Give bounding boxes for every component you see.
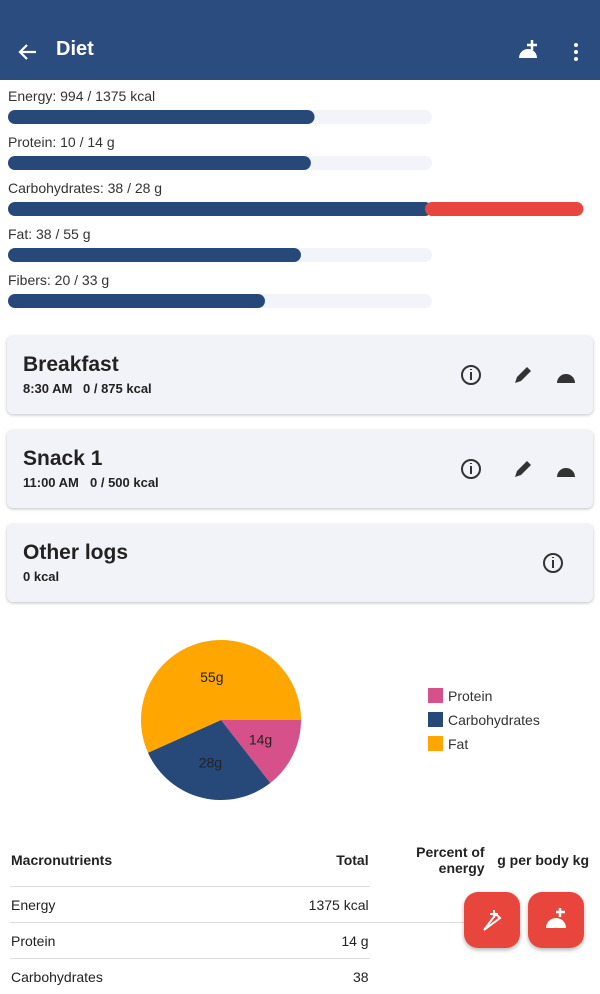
progress (8, 202, 432, 216)
column-header: g per body kg (486, 834, 590, 887)
icon (528, 892, 584, 948)
meal-actions (7, 524, 593, 602)
log-icon (555, 374, 577, 385)
meal-actions (7, 336, 593, 414)
column-header: Percent of energy (370, 834, 486, 887)
legend-swatch (428, 712, 443, 727)
table-cell: Protein (10, 923, 242, 959)
nutrient-label: Energy: 994 / 1375 kcal (8, 88, 155, 104)
progress-bar (0, 202, 600, 216)
progress (8, 156, 311, 170)
menu-button[interactable] (566, 40, 586, 64)
edit-icon (515, 367, 531, 383)
legend-label: Carbohydrates (448, 712, 540, 728)
nutrient-label: Fat: 38 / 55 g (8, 226, 91, 242)
meal-actions (7, 430, 593, 508)
progress (8, 248, 301, 262)
slice-label: 14g (249, 731, 272, 747)
slice-label: 28g (199, 755, 222, 771)
column-header: Macronutrients (10, 834, 242, 887)
legend-swatch (428, 688, 443, 703)
edit-icon (515, 461, 531, 477)
table-cell: 14 g (242, 923, 370, 959)
nutrient-label: Fibers: 20 / 33 g (8, 272, 109, 288)
progress-bar (0, 294, 600, 308)
add-food-button[interactable] (464, 892, 520, 948)
progress-bar (0, 248, 600, 262)
app-bar: Diet (0, 0, 600, 80)
column-header: Total (242, 834, 370, 887)
excess (425, 202, 583, 216)
add-meal-button[interactable] (514, 38, 542, 66)
progress-bar (0, 110, 600, 124)
table-cell: Energy (10, 887, 242, 923)
legend-label: Fat (448, 736, 468, 752)
macro-pie: 14g Protein 28g Carbohydrates 55g Fat (0, 620, 600, 820)
title: Diet (56, 38, 94, 61)
nutrient-label: Protein: 10 / 14 g (8, 134, 115, 150)
icon (464, 892, 520, 948)
progress-bar (0, 156, 600, 170)
progress (8, 294, 265, 308)
back-button[interactable] (16, 40, 40, 64)
progress (8, 110, 315, 124)
nutrient-label: Carbohydrates: 38 / 28 g (8, 180, 162, 196)
page: Diet Energy: 994 / 1375 kcal Protein: 10 … (0, 0, 600, 964)
legend-swatch (428, 736, 443, 751)
slice-label: 55g (200, 669, 223, 685)
legend-label: Protein (448, 688, 492, 704)
log-icon (555, 468, 577, 479)
table-cell: 1375 kcal (242, 887, 370, 923)
add-meal-fab[interactable] (528, 892, 584, 948)
